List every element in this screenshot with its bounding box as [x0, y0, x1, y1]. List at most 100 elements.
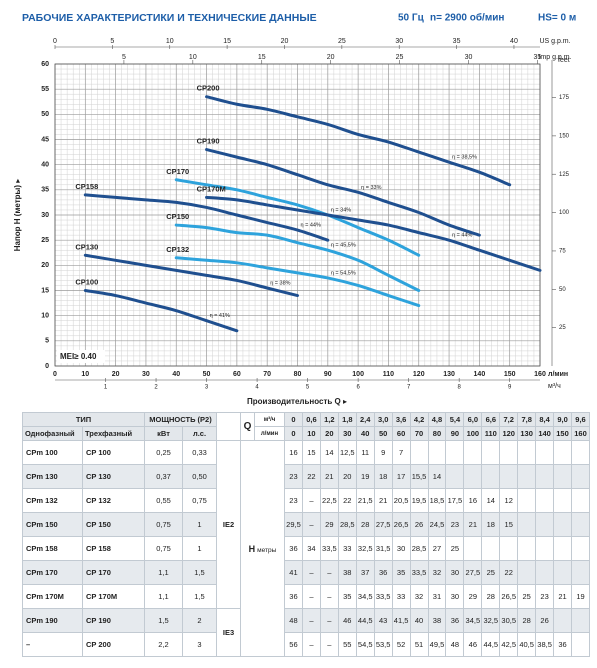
- table-cell: 27: [427, 536, 447, 561]
- table-cell: 27,5: [463, 560, 483, 585]
- curve: [83, 253, 299, 298]
- header-cell: 5,4: [445, 412, 465, 427]
- table-row: CPm 170 CP 170 1,1 1,5 41– –38 37 36 35 33,5 32 30 2…: [22, 560, 590, 585]
- table-cell: 30: [445, 584, 465, 609]
- efficiency-label: η = 34%: [331, 207, 351, 213]
- table-cell: CP 170M: [82, 584, 145, 609]
- table-cell: 20,5: [391, 488, 411, 513]
- header-cell: 130: [517, 426, 537, 441]
- table-row: – CP 200 2,2 3 56– –55 54,5 53,5 52 51 49,5 48 46 44,…: [22, 632, 590, 657]
- efficiency-label: η = 44%: [301, 223, 321, 229]
- table-cell: 23: [535, 584, 555, 609]
- table-cell: [571, 632, 590, 657]
- table-cell: 38: [427, 608, 447, 633]
- table-cell: 29: [463, 584, 483, 609]
- y2-axis-label: feet: [558, 57, 570, 64]
- header-cell: 40: [355, 426, 375, 441]
- table-row: CPm 158 CP 158 0,75 1 36 34 33,5 33 32,5 31,5 30 28…: [22, 536, 590, 561]
- x-tick-label: 140: [474, 371, 486, 378]
- table-cell: CPm 190: [22, 608, 83, 633]
- x3-tick-label: 25: [396, 54, 404, 61]
- table-cell: 41,5: [391, 608, 411, 633]
- header-cell: ТИП: [22, 412, 145, 427]
- table-cell: 14: [481, 488, 501, 513]
- chart: РАБОЧИЕ ХАРАКТЕРИСТИКИ И ТЕХНИЧЕСКИЕ ДАН…: [13, 12, 576, 406]
- x3-tick-label: 5: [122, 54, 126, 61]
- table-cell: 7: [391, 440, 411, 465]
- table-cell: 0,50: [182, 464, 217, 489]
- x3-tick-label: 35: [533, 54, 541, 61]
- plot-frame: [54, 63, 541, 367]
- table-cell: 21,5: [355, 488, 375, 513]
- table-cell: 51: [409, 632, 429, 657]
- x-tick-label: 70: [263, 371, 271, 378]
- y-tick-label: 50: [41, 111, 49, 118]
- header-cell: 7,2: [499, 412, 519, 427]
- header-cell: 60: [391, 426, 411, 441]
- header-cell: л.с.: [182, 426, 217, 441]
- x4-tick-label: 5: [306, 385, 310, 391]
- table-cell: 40: [409, 608, 429, 633]
- mei-label: MEI≥ 0.40: [60, 352, 97, 361]
- table-cell: CPm 100: [22, 440, 83, 465]
- table-cell: IE3: [216, 608, 241, 657]
- table-cell: 25: [481, 560, 501, 585]
- efficiency-label: η = 45,5%: [331, 243, 356, 249]
- table-cell: CP 200: [82, 632, 145, 657]
- table-cell: 53,5: [373, 632, 393, 657]
- table-cell: [535, 560, 555, 585]
- y2-tick-label: 50: [559, 287, 566, 293]
- table-cell: [535, 440, 555, 465]
- table-cell: –: [22, 632, 83, 657]
- table-cell: 22: [499, 560, 519, 585]
- header-cell: 4,2: [409, 412, 429, 427]
- x-tick-label: 110: [383, 371, 394, 378]
- x-tick-label: 160: [534, 371, 546, 378]
- table-cell: 26,5: [391, 512, 411, 537]
- table-cell: 29: [319, 512, 339, 537]
- header-cell: 140: [535, 426, 555, 441]
- curve-label: CP100: [75, 277, 98, 286]
- x3-tick-label: 10: [189, 54, 197, 61]
- table-row: CPm 190 CP 190 1,5 2 IE3 48– –46 44,5 43 41,5 40 38…: [22, 608, 590, 657]
- table-cell: [517, 512, 537, 537]
- header-cell: 9,0: [553, 412, 572, 427]
- header-cell: 70: [409, 426, 429, 441]
- x4-tick-label: 3: [205, 385, 209, 391]
- header-cell: 100: [463, 426, 483, 441]
- table-cell: 25: [445, 536, 465, 561]
- table-cell: –: [301, 632, 321, 657]
- x-tick-label: 20: [112, 371, 120, 378]
- header-cell: Однофазный: [22, 426, 83, 441]
- table-cell: [517, 464, 537, 489]
- curve-label: CP170M: [197, 184, 226, 193]
- table-cell: CPm 158: [22, 536, 83, 561]
- header-cell: 80: [427, 426, 447, 441]
- table-cell: 0,33: [182, 440, 217, 465]
- x-tick-label: 50: [203, 371, 211, 378]
- table-cell: 22,5: [319, 488, 339, 513]
- x4-tick-label: 7: [407, 385, 411, 391]
- table-cell: 36: [284, 584, 303, 609]
- table-cell: 23: [445, 512, 465, 537]
- y2-tick-label: 150: [559, 133, 570, 139]
- table-cell: 1,5: [182, 584, 217, 609]
- table-cell: 37: [355, 560, 375, 585]
- y2-tick-label: 175: [559, 95, 570, 101]
- table-cell: 48: [445, 632, 465, 657]
- table-cell: 41: [284, 560, 303, 585]
- table-cell: –: [319, 632, 339, 657]
- x2-tick-label: 30: [395, 38, 403, 45]
- table-cell: –: [301, 608, 321, 633]
- table-cell: [517, 440, 537, 465]
- x4-tick-label: 6: [356, 385, 360, 391]
- header-cell: 150: [553, 426, 572, 441]
- y-axis-label: Напор H (метры) ▸: [13, 179, 22, 252]
- x-tick-label: 90: [324, 371, 332, 378]
- header-row: ТИП МОЩНОСТЬ (P2) Q м³/ч 0 0,6 1,2 1,8 2,4 3,…: [22, 412, 590, 441]
- table-cell: –: [301, 488, 321, 513]
- table-cell: CP 190: [82, 608, 145, 633]
- x3-axis-label: Imp g.p.m.: [538, 54, 571, 61]
- table-cell: 18,5: [427, 488, 447, 513]
